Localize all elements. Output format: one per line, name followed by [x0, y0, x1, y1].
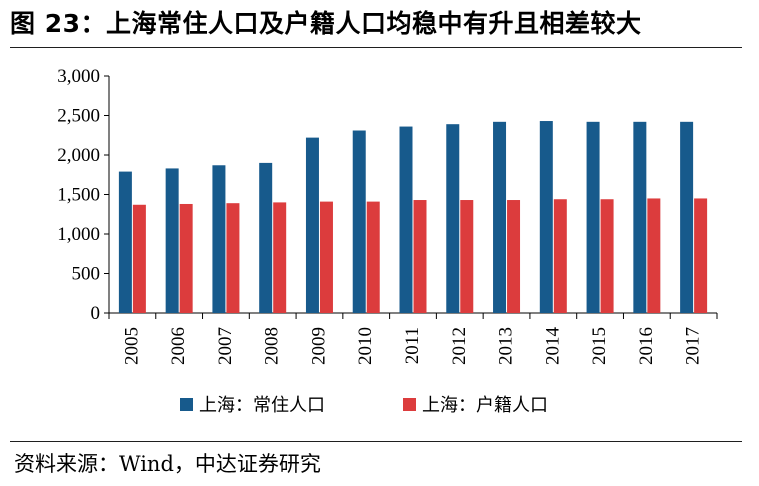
- x-tick-label: 2017: [683, 327, 704, 365]
- source-note: 资料来源：Wind，中达证券研究: [14, 452, 321, 476]
- bar-resident-population: [259, 162, 273, 313]
- bar-registered-population: [132, 204, 146, 313]
- legend-label: 上海：常住人口: [199, 395, 325, 416]
- source-rule: [10, 441, 742, 442]
- bar-registered-population: [647, 198, 661, 313]
- y-tick-label: 2,000: [57, 145, 100, 166]
- x-tick-label: 2012: [449, 327, 470, 365]
- bar-registered-population: [507, 200, 521, 313]
- y-tick-label: 500: [72, 264, 101, 285]
- x-tick-label: 2005: [121, 327, 142, 365]
- bar-resident-population: [399, 126, 413, 313]
- bar-resident-population: [633, 121, 647, 313]
- bar-registered-population: [319, 201, 333, 313]
- y-tick-label: 1,000: [57, 224, 100, 245]
- bar-resident-population: [212, 165, 226, 313]
- bar-registered-population: [179, 203, 193, 313]
- legend-swatch: [180, 398, 193, 411]
- x-tick-label: 2008: [262, 327, 283, 365]
- x-tick-label: 2014: [542, 327, 563, 366]
- bar-registered-population: [273, 202, 287, 313]
- x-axis: 2005 2006 2007 2008 2009 2010 2011 2012 2013 2014…: [108, 312, 718, 366]
- bar-resident-population: [680, 121, 694, 313]
- bar-resident-population: [493, 121, 507, 313]
- y-tick-label: 3,000: [57, 66, 100, 87]
- bar-resident-population: [118, 171, 132, 313]
- chart-title: 图 23：上海常住人口及户籍人口均稳中有升且相差较大: [10, 9, 642, 38]
- x-tick-label: 2015: [589, 327, 610, 365]
- x-tick-label: 2010: [355, 327, 376, 365]
- bar-resident-population: [165, 168, 179, 313]
- y-tick-label: 2,500: [57, 106, 100, 127]
- bar-registered-population: [226, 203, 240, 313]
- bars: [118, 121, 708, 313]
- y-axis: 0 500 1,000 1,500 2,000 2,500 3,000: [57, 66, 110, 324]
- bar-resident-population: [352, 130, 366, 313]
- legend: 上海：常住人口 上海：户籍人口: [180, 395, 548, 416]
- bar-registered-population: [694, 198, 708, 313]
- bar-resident-population: [586, 121, 600, 313]
- x-tick-label: 2009: [308, 327, 329, 365]
- bar-resident-population: [539, 121, 553, 313]
- x-tick-label: 2016: [636, 327, 657, 365]
- title-rule: [10, 47, 742, 48]
- x-tick-label: 2013: [496, 327, 517, 365]
- bar-registered-population: [413, 200, 427, 313]
- bar-registered-population: [553, 199, 567, 313]
- bar-registered-population: [600, 199, 614, 313]
- x-tick-label: 2011: [402, 327, 423, 364]
- y-tick-label: 1,500: [57, 185, 100, 206]
- bar-registered-population: [366, 201, 380, 313]
- x-tick-label: 2006: [168, 327, 189, 365]
- x-tick-label: 2007: [215, 327, 236, 365]
- bar-resident-population: [446, 124, 460, 313]
- legend-swatch: [403, 398, 416, 411]
- legend-label: 上海：户籍人口: [422, 395, 548, 416]
- bar-registered-population: [460, 200, 474, 313]
- bar-resident-population: [305, 137, 319, 313]
- y-tick-label: 0: [91, 303, 101, 324]
